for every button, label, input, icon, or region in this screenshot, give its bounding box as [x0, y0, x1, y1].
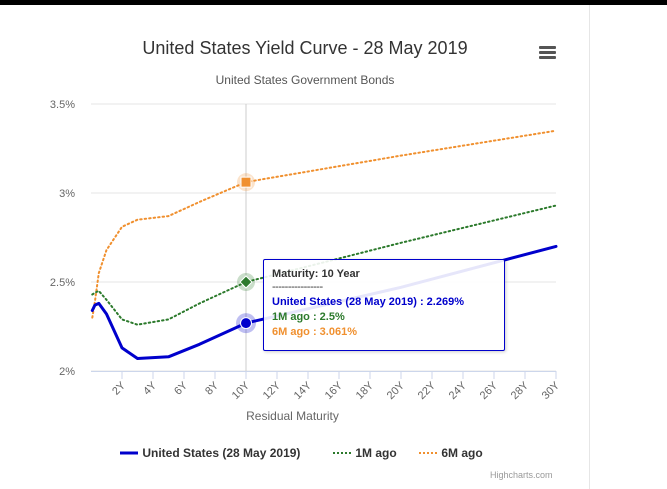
legend-item-6m[interactable]: 6M ago	[418, 444, 483, 462]
x-tick-label: 2Y	[110, 379, 128, 397]
x-axis-title: Residual Maturity	[246, 409, 339, 423]
series-line-2	[91, 129, 557, 319]
hamburger-menu-icon-bar	[539, 51, 556, 54]
x-tick-label: 26Y	[478, 379, 501, 402]
tooltip-heading: Maturity: 10 Year	[272, 268, 360, 280]
legend-label-1m: 1M ago	[355, 446, 397, 460]
x-tick-label: 12Y	[261, 379, 284, 402]
x-tick-label: 30Y	[540, 379, 563, 402]
y-tick-label: 3%	[59, 188, 75, 200]
tooltip-1m-value: 1M ago : 2.5%	[272, 311, 345, 323]
legend-label-us: United States (28 May 2019)	[142, 446, 301, 460]
y-tick-label: 2%	[59, 366, 75, 378]
tooltip-separator: ----------------	[272, 281, 323, 293]
y-tick-label: 2.5%	[50, 277, 75, 289]
legend-solid-line-icon	[120, 451, 138, 455]
x-tick-label: 18Y	[354, 379, 377, 402]
tooltip-6m-value: 6M ago : 3.061%	[272, 326, 357, 338]
x-tick-label: 28Y	[509, 379, 532, 402]
legend-item-1m[interactable]: 1M ago	[332, 444, 397, 462]
context-menu-button[interactable]	[537, 44, 559, 64]
x-tick-label: 22Y	[416, 379, 439, 402]
x-tick-label: 6Y	[172, 379, 190, 397]
x-tick-label: 14Y	[292, 379, 315, 402]
chart-title: United States Yield Curve - 28 May 2019	[142, 38, 468, 58]
legend-dotted-line-icon	[333, 452, 351, 454]
chart-subtitle: United States Government Bonds	[215, 73, 395, 87]
hamburger-menu-icon	[539, 46, 556, 49]
y-tick-label: 3.5%	[50, 99, 75, 111]
x-tick-label: 8Y	[203, 379, 221, 397]
credits-link[interactable]: Highcharts.com	[490, 470, 553, 480]
hover-marker-6m	[240, 176, 252, 188]
legend-label-6m: 6M ago	[441, 446, 483, 460]
right-divider	[589, 5, 590, 489]
top-bar	[0, 0, 667, 5]
hover-marker-1m	[239, 275, 253, 289]
x-tick-label: 10Y	[230, 379, 253, 402]
x-tick-label: 4Y	[141, 379, 159, 397]
chart-card	[19, 5, 589, 489]
x-tick-label: 20Y	[385, 379, 408, 402]
hamburger-menu-icon-bar	[539, 56, 556, 59]
data-tooltip: Maturity: 10 Year ---------------- Unite…	[263, 259, 505, 351]
x-tick-label: 24Y	[447, 379, 470, 402]
x-tick-label: 16Y	[323, 379, 346, 402]
tooltip-us-value: United States (28 May 2019) : 2.269%	[272, 296, 464, 308]
legend-dotted-line-icon	[419, 452, 437, 454]
legend-item-us[interactable]: United States (28 May 2019)	[119, 444, 300, 462]
chart-legend: United States (28 May 2019) 1M ago 6M ag…	[0, 444, 667, 464]
hover-marker-us	[240, 317, 252, 330]
